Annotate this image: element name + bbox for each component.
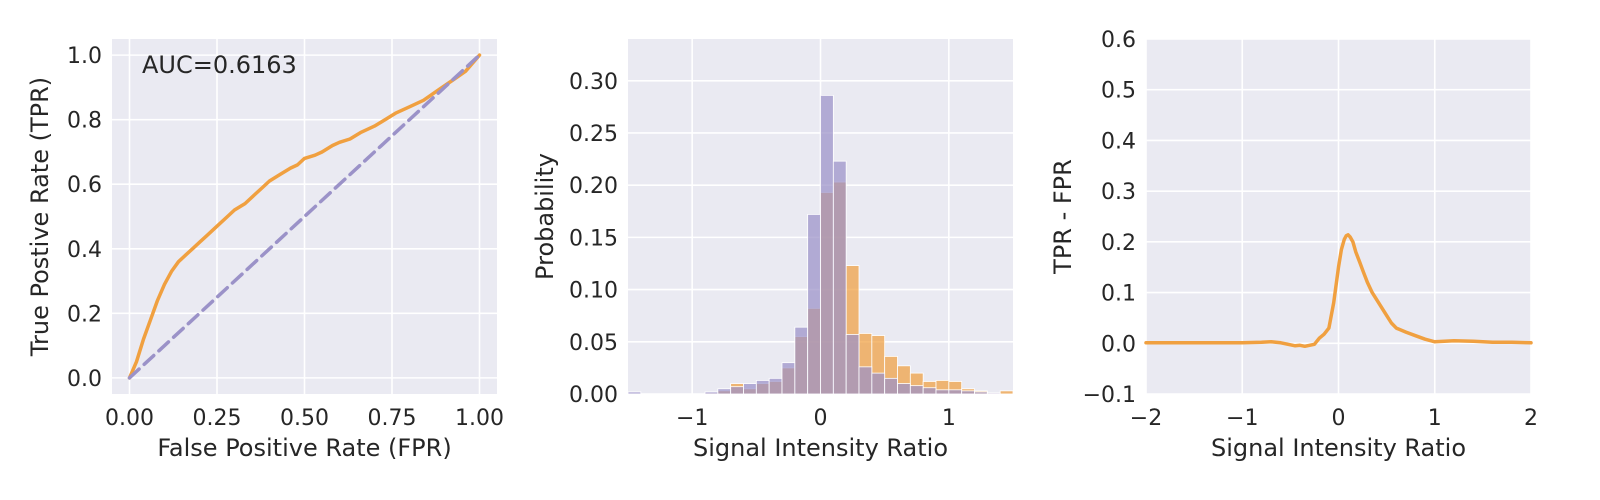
orange-solid-line bbox=[127, 53, 482, 380]
purple-histogram-bar bbox=[961, 390, 975, 395]
x-tick-label: −1 bbox=[1226, 406, 1258, 431]
roc-curve-panel: 0.00 0.25 0.50 0.75 1.00 0.0 0.2 0.4 0.6 0.8 1.0 Fa… bbox=[26, 39, 504, 462]
purple-histogram-bar bbox=[768, 377, 783, 395]
x-tick-label: 0.00 bbox=[105, 406, 154, 431]
purple-histogram-bar bbox=[922, 387, 937, 395]
purple-histogram-bar bbox=[820, 94, 834, 395]
y-tick-label: 0.20 bbox=[569, 174, 618, 199]
purple-histogram-bar bbox=[897, 383, 911, 395]
x-tick-label: 1 bbox=[942, 406, 956, 431]
x-axis-label: Signal Intensity Ratio bbox=[693, 434, 948, 462]
x-tick-label: −1 bbox=[676, 406, 708, 431]
purple-histogram-bar bbox=[807, 214, 821, 395]
purple-histogram-bar bbox=[730, 386, 744, 395]
y-tick-label: 0.10 bbox=[569, 279, 618, 304]
y-tick-label: 0.4 bbox=[1101, 129, 1136, 154]
y-tick-label: 0.4 bbox=[67, 238, 102, 263]
probability-histogram-panel: −1 0 1 0.00 0.05 0.10 0.15 0.20 0.25 0.30 Signal I… bbox=[531, 39, 1014, 462]
x-tick-label: −2 bbox=[1130, 406, 1162, 431]
purple-histogram-bar bbox=[794, 326, 809, 395]
purple-histogram-bar bbox=[986, 392, 1001, 395]
x-tick-label: 1.00 bbox=[455, 406, 504, 431]
purple-dashed-line bbox=[127, 53, 482, 380]
y-axis-label: True Postive Rate (TPR) bbox=[26, 77, 54, 357]
purple-histogram-bar bbox=[974, 391, 988, 395]
orange-solid-line bbox=[1144, 233, 1533, 349]
purple-histogram-bar bbox=[627, 391, 642, 395]
y-tick-label: 0.6 bbox=[1101, 28, 1136, 53]
y-tick-label: 0.8 bbox=[67, 109, 102, 134]
purple-histogram-bar bbox=[781, 362, 796, 395]
x-axis-label: Signal Intensity Ratio bbox=[1211, 434, 1466, 462]
y-tick-label: 0.6 bbox=[67, 173, 102, 198]
purple-histogram-bar bbox=[832, 160, 847, 395]
y-tick-label: 0.2 bbox=[1101, 231, 1136, 256]
y-tick-label: 0.5 bbox=[1101, 79, 1136, 104]
purple-histogram-bar bbox=[704, 391, 719, 395]
x-tick-label: 0 bbox=[1332, 406, 1346, 431]
purple-histogram-bar bbox=[871, 372, 886, 395]
x-tick-label: 1 bbox=[1428, 406, 1442, 431]
y-tick-label: 0.0 bbox=[1101, 332, 1136, 357]
purple-histogram-bar bbox=[909, 385, 924, 395]
purple-histogram-bar bbox=[948, 389, 963, 395]
tpr-minus-fpr-panel: −2 −1 0 1 2 −0.1 0.0 0.1 0.2 0.3 0.4 0.5 0.6 Signal I… bbox=[1049, 28, 1538, 462]
auc-annotation: AUC=0.6163 bbox=[142, 51, 297, 79]
y-tick-label: −0.1 bbox=[1083, 383, 1136, 408]
y-tick-label: 0.3 bbox=[1101, 180, 1136, 205]
y-tick-label: 0.30 bbox=[569, 70, 618, 95]
y-tick-label: 0.0 bbox=[67, 367, 102, 392]
orange-histogram-bar bbox=[999, 390, 1014, 395]
purple-histogram-bar bbox=[755, 380, 770, 395]
y-tick-label: 0.2 bbox=[67, 302, 102, 327]
purple-histogram-bar bbox=[743, 383, 757, 395]
purple-histogram-bar bbox=[845, 334, 860, 395]
x-tick-label: 0.50 bbox=[280, 406, 329, 431]
x-axis-label: False Positive Rate (FPR) bbox=[157, 434, 451, 462]
y-axis-label: TPR - FPR bbox=[1049, 159, 1077, 275]
x-tick-label: 0.75 bbox=[368, 406, 417, 431]
purple-histogram-bar bbox=[858, 366, 873, 395]
y-tick-label: 1.0 bbox=[67, 44, 102, 69]
purple-histogram-bar bbox=[884, 377, 898, 395]
y-tick-label: 0.1 bbox=[1101, 282, 1136, 307]
purple-histogram-bar bbox=[717, 388, 732, 395]
y-tick-label: 0.05 bbox=[569, 331, 618, 356]
y-tick-label: 0.25 bbox=[569, 122, 618, 147]
purple-histogram-bar bbox=[935, 389, 950, 395]
y-axis-label: Probability bbox=[531, 153, 559, 280]
y-tick-label: 0.00 bbox=[569, 383, 618, 408]
x-tick-label: 2 bbox=[1524, 406, 1538, 431]
x-tick-label: 0.25 bbox=[193, 406, 242, 431]
x-tick-label: 0 bbox=[814, 406, 828, 431]
y-tick-label: 0.15 bbox=[569, 226, 618, 251]
